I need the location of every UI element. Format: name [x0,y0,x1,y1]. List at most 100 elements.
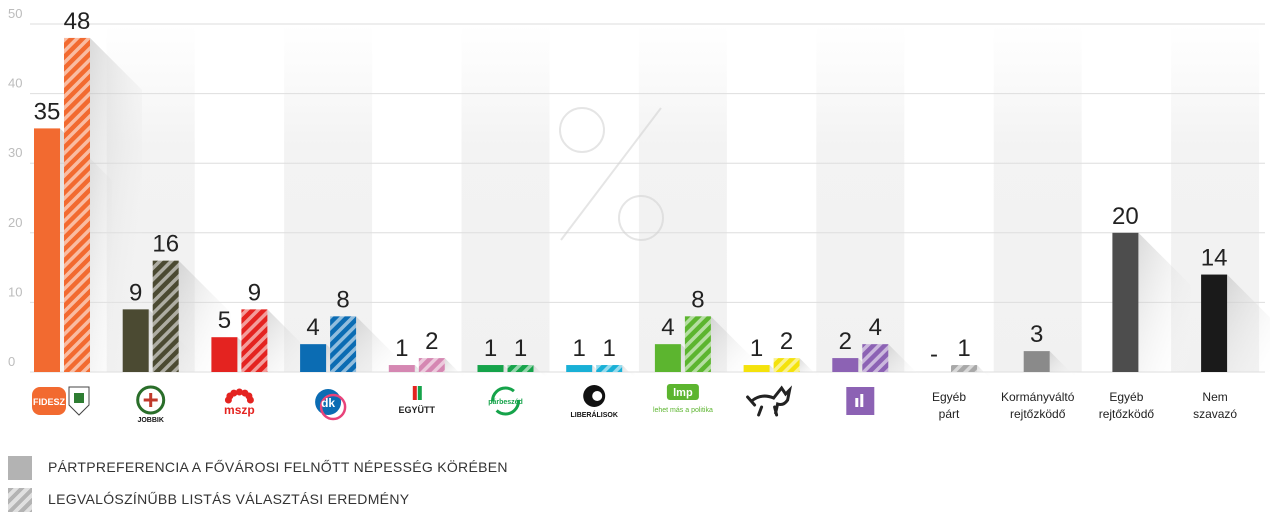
y-tick-label-20: 20 [8,215,22,230]
fidesz-logo-shape [32,387,66,415]
category-label-egyeb-rejtozkodo-line-2: rejtőzködő [1099,407,1155,421]
egyutt-logo: EGYÜTT [399,386,436,415]
bar-election-mkkp [773,358,800,372]
bar-election-lmp-shadow [710,316,763,372]
jobbik-logo: JOBBIK [136,385,166,424]
lmp-logo-text: lmp [673,387,693,399]
jobbik-logo-text: JOBBIK [137,417,163,424]
percent-watermark-circle-bottom [618,195,664,241]
liberalisok-logo-text: LIBERÁLISOK [570,410,617,419]
bar-preference-kormanyvalto [1023,351,1050,372]
percent-watermark [559,107,664,241]
y-tick-label-0: 0 [8,354,15,369]
bar-election-liberalisok-shadow [622,365,636,378]
value-label-preference-momentum: 2 [839,328,852,355]
value-label-election-liberalisok: 1 [603,335,616,362]
value-label-preference-lmp: 4 [661,314,674,341]
value-label-preference-egyutt: 1 [395,335,408,362]
fidesz-logo-text: FIDESZ [33,397,66,407]
bar-election-egyeb-part [951,365,977,372]
value-label-election-mszp: 9 [248,279,261,306]
value-label-election-dk: 8 [336,286,349,313]
percent-watermark-circle-top [559,107,605,153]
y-tick-label-40: 40 [8,76,22,91]
bar-election-egyeb-part-shadow [977,365,990,378]
bar-election-momentum [862,344,889,372]
bar-election-fidesz [64,37,90,373]
value-label-preference-mkkp: 1 [750,335,763,362]
jobbik-cross-icon [143,393,158,407]
value-label-preference-parbeszed: 1 [484,335,497,362]
bar-election-jobbik [152,260,179,372]
bar-election-mszp [241,309,268,372]
category-label-egyeb-rejtozkodo-line-1: Egyéb [1109,390,1143,404]
lmp-logo: lmp lehet más a politika [653,384,713,414]
y-tick-label-10: 10 [8,284,22,299]
two-tailed-dog-logo [746,385,793,417]
bar-preference-nem-szavazo-shadow [1227,274,1270,372]
lmp-logo-subtext: lehet más a politika [653,407,713,414]
bar-election-parbeszed-shadow [533,365,547,378]
egyutt-logo-text: EGYÜTT [399,405,436,415]
dk-logo-text: dk [321,396,335,410]
legend-swatch-solid [8,456,32,480]
bar-election-mkkp-shadow [799,358,820,378]
bar-election-lmp [684,316,711,372]
value-label-preference-mszp: 5 [218,307,231,334]
column-background-parbeszed [461,24,550,372]
dk-logo: dk [315,389,347,421]
bar-election-momentum-shadow [888,344,923,378]
value-label-preference-fidesz: 35 [34,98,61,125]
legend-swatch-striped [8,488,32,512]
bar-preference-egyutt [388,365,415,372]
bar-election-egyutt-shadow [444,358,465,378]
egyutt-bar-red [412,386,417,400]
bar-preference-parbeszed [477,365,504,372]
value-label-election-mkkp: 2 [780,328,793,355]
bar-election-dk [330,316,357,372]
dk-logo-ring [319,393,347,421]
two-tailed-dog-icon [746,385,793,417]
bar-election-fidesz-shadow [90,37,142,373]
kdnp-shield-inner [74,393,84,403]
value-label-preference-nem-szavazo: 14 [1201,245,1228,272]
liberalisok-logo: LIBERÁLISOK [570,385,618,419]
column-background-momentum [816,24,905,372]
parbeszed-logo-text: párbeszéd [488,399,523,406]
bar-preference-mszp [211,337,238,372]
column-background-kormanyvalto [993,24,1082,372]
bar-preference-mkkp [743,365,770,372]
y-tick-label-30: 30 [8,145,22,160]
bar-preference-lmp [654,344,681,372]
category-label-egyeb-part-line-1: Egyéb [932,390,966,404]
value-label-election-fidesz: 48 [64,8,91,35]
percent-watermark-slash [560,107,662,241]
parbeszed-logo: párbeszéd [488,386,523,416]
momentum-logo [846,387,875,415]
liberalisok-logo-inner [592,391,603,401]
bar-election-egyutt [418,358,445,372]
bar-preference-momentum [832,358,859,372]
value-label-election-momentum: 4 [869,314,882,341]
value-label-preference-jobbik: 9 [129,279,142,306]
bar-preference-liberalisok [566,365,593,372]
mszp-petal [246,396,254,404]
y-tick-label-50: 50 [8,6,22,21]
mszp-logo: mszp [224,388,255,417]
value-label-preference-egyeb-rejtozkodo: 20 [1112,203,1139,230]
value-label-election-egyeb-part: 1 [957,335,970,362]
fidesz-kdnp-logo: FIDESZ [32,386,90,416]
value-label-preference-kormanyvalto: 3 [1030,321,1043,348]
category-label-nem-szavazo-line-1: Nem [1202,390,1227,404]
mszp-petal [235,388,243,396]
category-label-kormanyvalto-line-1: Kormányváltó [1001,390,1075,404]
bar-election-parbeszed [507,365,534,372]
mszp-petal [230,389,238,397]
legend-label-striped: LEGVALÓSZÍNŰBB LISTÁS VÁLASZTÁSI EREDMÉN… [48,491,410,507]
value-label-preference-egyeb-part: - [930,341,938,368]
category-label-kormanyvalto-line-2: rejtőzködő [1010,407,1066,421]
bar-preference-nem-szavazo [1201,274,1228,372]
momentum-logo-mark-2 [860,394,864,407]
value-label-election-lmp: 8 [691,286,704,313]
